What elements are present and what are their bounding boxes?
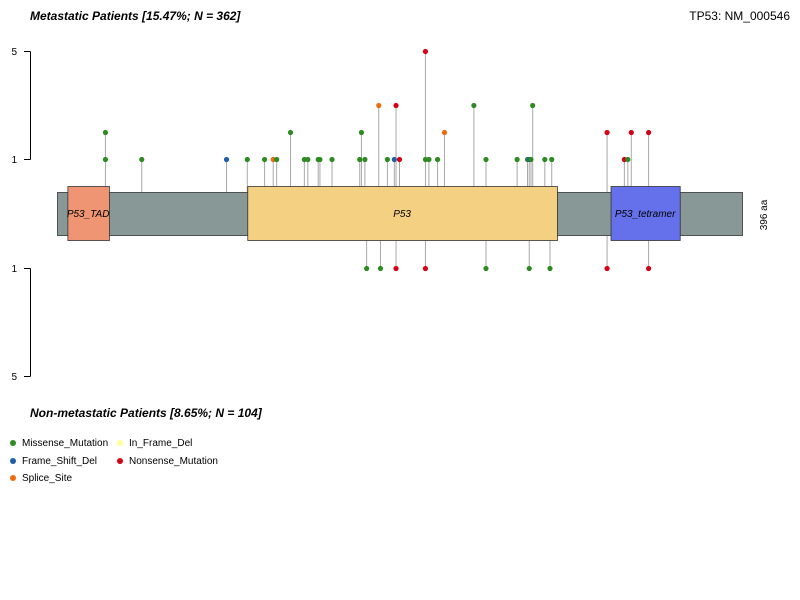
top-stems	[104, 51, 650, 192]
bottom-mutation-point	[645, 265, 652, 272]
top-mutation-point	[396, 156, 403, 163]
top-mutation-point	[514, 156, 520, 163]
top-mutation-point	[139, 156, 145, 163]
top-mutation-point	[441, 129, 448, 136]
top-mutation-point	[530, 102, 536, 109]
legend-item-missense: Missense_Mutation	[10, 437, 108, 451]
top-mutation-point	[358, 129, 365, 136]
top-y-tick-label: 5	[11, 47, 17, 58]
non-metastatic-title: Non-metastatic Patients [8.65%; N = 104]	[30, 406, 262, 420]
top-mutation-point	[628, 129, 634, 136]
top-mutation-point	[549, 156, 555, 163]
top-mutation-point	[305, 156, 311, 163]
top-mutation-point	[223, 156, 230, 163]
top-mutation-point	[244, 156, 250, 163]
top-mutation-point	[625, 156, 631, 163]
domain-box	[610, 186, 681, 241]
top-mutation-point	[317, 156, 323, 163]
y-axes: 5 1 1 5	[11, 47, 31, 383]
legend-item-splice-site: Splice_Site	[10, 472, 72, 486]
top-mutation-point	[287, 129, 294, 136]
bottom-mutation-point	[377, 265, 384, 272]
legend-label: Frame_Shift_Del	[22, 456, 98, 467]
top-mutation-point	[391, 156, 397, 163]
legend-dot-icon	[10, 458, 16, 464]
legend-item-in-frame-del: In_Frame_Del	[117, 437, 192, 451]
legend-dot-icon	[117, 458, 123, 464]
top-y-tick-label: 1	[11, 155, 17, 166]
top-mutation-point	[471, 102, 477, 109]
top-mutation-point	[261, 156, 268, 163]
metastatic-title: Metastatic Patients [15.47%; N = 362]	[30, 9, 241, 23]
top-mutation-point	[274, 156, 280, 163]
domain-label: P53	[393, 209, 411, 220]
top-mutation-point	[357, 156, 363, 163]
legend-dot-icon	[10, 475, 16, 481]
top-mutation-point	[102, 129, 109, 136]
legend-label: Missense_Mutation	[22, 438, 109, 449]
gene-transcript-label: TP53: NM_000546	[689, 9, 790, 23]
domain-box	[247, 186, 558, 241]
bottom-y-tick-label: 1	[11, 264, 17, 275]
top-mutation-point	[542, 156, 548, 163]
top-mutation-point	[422, 48, 429, 55]
top-mutation-point	[528, 156, 534, 163]
bottom-mutation-point	[526, 265, 532, 272]
top-mutation-point	[645, 129, 652, 136]
top-mutation-point	[434, 156, 441, 163]
bottom-mutation-point	[604, 265, 610, 272]
legend-label: Nonsense_Mutation	[129, 456, 218, 467]
bottom-mutation-point	[547, 265, 553, 272]
bottom-mutation-point	[364, 265, 370, 272]
top-mutation-point	[376, 102, 382, 109]
legend-label: Splice_Site	[22, 473, 73, 484]
legend-dot-icon	[10, 440, 16, 446]
top-mutation-point	[384, 156, 390, 163]
bottom-mutation-points	[364, 265, 652, 272]
bottom-stems	[366, 236, 650, 269]
legend-item-nonsense: Nonsense_Mutation	[117, 455, 218, 469]
domain-box	[67, 186, 110, 241]
top-mutation-point	[483, 156, 489, 163]
top-mutation-points	[102, 48, 652, 163]
legend-label: In_Frame_Del	[129, 438, 193, 449]
bottom-y-tick-label: 5	[11, 372, 17, 383]
protein-length-label: 396 aa	[759, 199, 770, 230]
legend-dot-icon	[117, 440, 123, 446]
domain-label: P53_TAD	[67, 209, 110, 220]
top-mutation-point	[604, 129, 610, 136]
domain-label: P53_tetramer	[615, 209, 676, 220]
bottom-mutation-point	[483, 265, 489, 272]
legend-item-frame-shift-del: Frame_Shift_Del	[10, 455, 97, 469]
top-mutation-point	[393, 102, 399, 109]
top-mutation-point	[426, 156, 432, 163]
top-mutation-point	[102, 156, 109, 163]
protein-domains: P53_TAD P53 P53_tetramer	[67, 186, 681, 241]
top-mutation-point	[329, 156, 335, 163]
top-mutation-point	[362, 156, 368, 163]
bottom-mutation-point	[422, 265, 429, 272]
bottom-mutation-point	[393, 265, 399, 272]
